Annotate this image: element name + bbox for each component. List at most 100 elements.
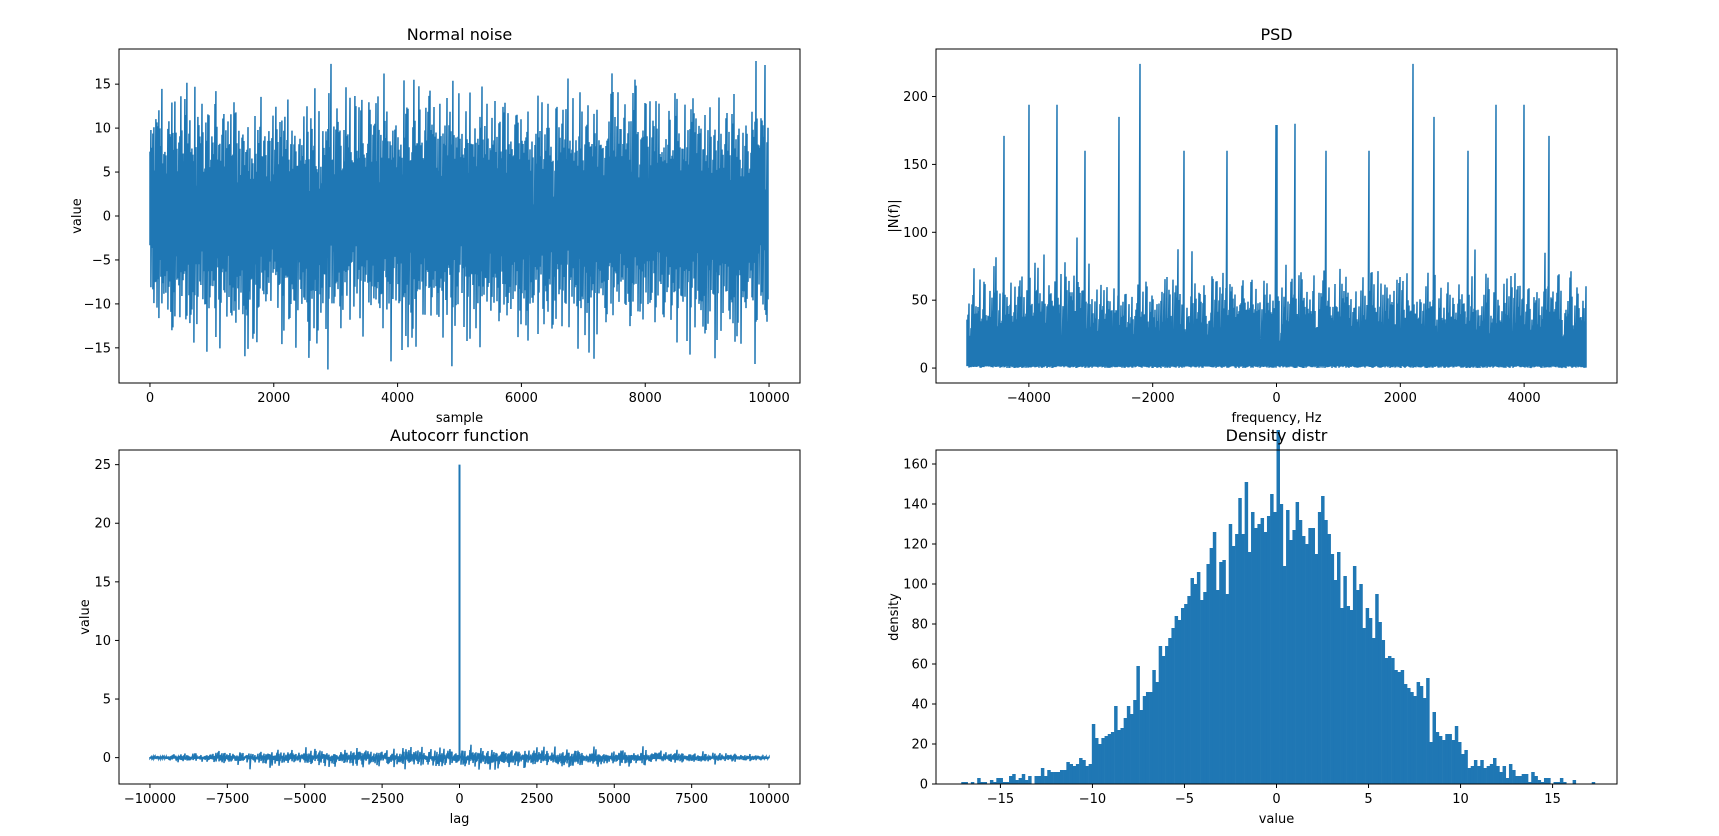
histogram-bar: [1120, 728, 1124, 784]
x-tick-label: 6000: [505, 391, 538, 406]
histogram-bar: [1193, 584, 1198, 784]
histogram-bar: [970, 782, 975, 784]
histogram-bar: [964, 782, 968, 784]
chart-title: Normal noise: [407, 25, 513, 44]
histogram-bar: [1375, 594, 1379, 784]
histogram-bar: [1101, 738, 1105, 784]
histogram-bar: [1556, 782, 1561, 784]
y-tick-label: 100: [903, 226, 928, 241]
chart-title: PSD: [1260, 25, 1292, 44]
histogram-bar: [1496, 766, 1500, 784]
histogram-bar: [1493, 758, 1497, 784]
y-axis-label: density: [887, 593, 902, 641]
histogram-bar: [1445, 734, 1449, 784]
histogram-bar: [1279, 504, 1284, 784]
histogram-bar: [1187, 596, 1191, 784]
histogram-bar: [1553, 782, 1557, 784]
histogram-bar: [1180, 608, 1185, 784]
histogram-bar: [1015, 780, 1019, 784]
histogram-bar: [1442, 740, 1446, 784]
y-tick-label: 120: [903, 538, 928, 553]
histogram-bar: [1502, 766, 1507, 784]
histogram-bar: [1200, 600, 1204, 784]
y-tick-label: 5: [103, 166, 111, 181]
x-tick-label: −10: [1079, 792, 1106, 807]
chart-density: −15 −10 −5 0 5 10 15 0 20 40 60 80 100 120 140 160 Densi…: [887, 426, 1618, 827]
histogram-bar: [1403, 684, 1408, 784]
histogram-bar: [1130, 714, 1134, 784]
histogram-bar: [1295, 502, 1300, 784]
y-tick-label: 10: [94, 634, 111, 649]
histogram-bar: [1028, 776, 1032, 784]
y-tick-label: 15: [94, 78, 111, 93]
histogram-bar: [1531, 772, 1535, 784]
histogram-bar: [1387, 656, 1392, 784]
histogram-bar: [999, 778, 1003, 784]
histogram-bar: [993, 782, 997, 784]
y-tick-label: 40: [911, 698, 928, 713]
histogram-bar: [1174, 616, 1179, 784]
histogram-bar: [1047, 770, 1051, 784]
x-axis-label: sample: [436, 411, 483, 426]
histogram-bar: [1171, 628, 1175, 784]
histogram-bar: [1066, 762, 1070, 784]
histogram-bar: [1419, 686, 1424, 784]
histogram-bar: [1512, 770, 1516, 784]
histogram-bar: [1486, 766, 1491, 784]
histogram-bar: [1085, 766, 1089, 784]
histogram-bar: [1196, 572, 1201, 784]
x-tick-label: −2000: [1131, 391, 1175, 406]
histogram-bar: [1072, 766, 1077, 784]
histogram-bar: [1117, 730, 1121, 784]
histogram-bar: [1572, 780, 1577, 784]
histogram-bar: [1155, 682, 1159, 784]
x-tick-label: 0: [455, 792, 463, 807]
histogram-bar: [1381, 640, 1386, 784]
x-axis-label: lag: [450, 812, 470, 827]
histogram-bar: [1228, 524, 1233, 784]
histogram-bar: [1499, 772, 1503, 784]
histogram-bar: [1372, 638, 1376, 784]
histogram-bar: [1091, 724, 1096, 784]
histogram-bar: [1247, 552, 1252, 784]
histogram-bar: [1040, 768, 1045, 784]
histogram-bar: [1540, 782, 1545, 784]
histogram-bar: [1152, 670, 1156, 784]
histogram-bar: [1009, 776, 1013, 784]
histogram-bar: [1126, 706, 1131, 784]
histogram-bar: [1547, 778, 1551, 784]
y-tick-label: 0: [103, 751, 111, 766]
histogram-bar: [1438, 736, 1443, 784]
histogram-bar: [1263, 532, 1268, 784]
histogram-bar: [1524, 774, 1529, 784]
histogram-bar: [1254, 528, 1258, 784]
histogram-bar: [1149, 692, 1153, 784]
histogram-bar: [1483, 768, 1487, 784]
histogram-bar: [1429, 742, 1433, 784]
histogram-bar: [1467, 768, 1472, 784]
y-tick-label: 80: [911, 618, 928, 633]
x-tick-label: 2000: [257, 391, 290, 406]
histogram-bar: [1521, 774, 1526, 784]
y-tick-label: −5: [92, 253, 111, 268]
x-axis-label: value: [1259, 812, 1295, 827]
histogram-bar: [1002, 782, 1007, 784]
histogram-bar: [1266, 516, 1271, 784]
x-tick-label: 10000: [748, 792, 789, 807]
y-tick-label: 15: [94, 575, 111, 590]
x-tick-label: 2000: [1384, 391, 1417, 406]
histogram-bar: [1184, 604, 1188, 784]
histogram-bar: [1324, 520, 1328, 784]
y-tick-label: 20: [94, 517, 111, 532]
histogram-bar: [977, 778, 981, 784]
x-tick-label: 10: [1452, 792, 1469, 807]
y-tick-label: 200: [903, 90, 928, 105]
y-axis-label: |N(f)|: [887, 199, 902, 232]
series-line-psd: [966, 63, 1587, 369]
histogram-bar: [1270, 494, 1274, 784]
histogram-bar: [1407, 688, 1411, 784]
histogram-bar: [1241, 534, 1245, 784]
histogram-bar: [1136, 666, 1140, 784]
histogram-bar: [1489, 764, 1494, 784]
